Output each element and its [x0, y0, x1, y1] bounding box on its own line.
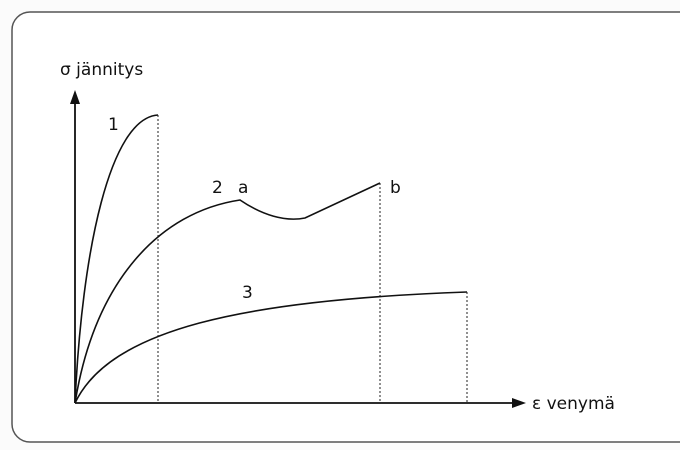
curve-1: [74, 114, 159, 404]
point-label: a: [238, 178, 248, 198]
y-axis-label: σ jännitys: [60, 60, 143, 80]
y-arrow: [70, 90, 80, 104]
frame: [11, 11, 680, 443]
curve-2: [74, 182, 381, 404]
point-label: b: [390, 178, 401, 198]
curve-label: 3: [242, 283, 253, 303]
curve-3: [74, 291, 468, 404]
curve-label: 1: [108, 115, 119, 135]
curve-label: 2: [212, 178, 223, 198]
x-axis-label: ε venymä: [532, 394, 615, 414]
x-arrow: [512, 398, 526, 408]
